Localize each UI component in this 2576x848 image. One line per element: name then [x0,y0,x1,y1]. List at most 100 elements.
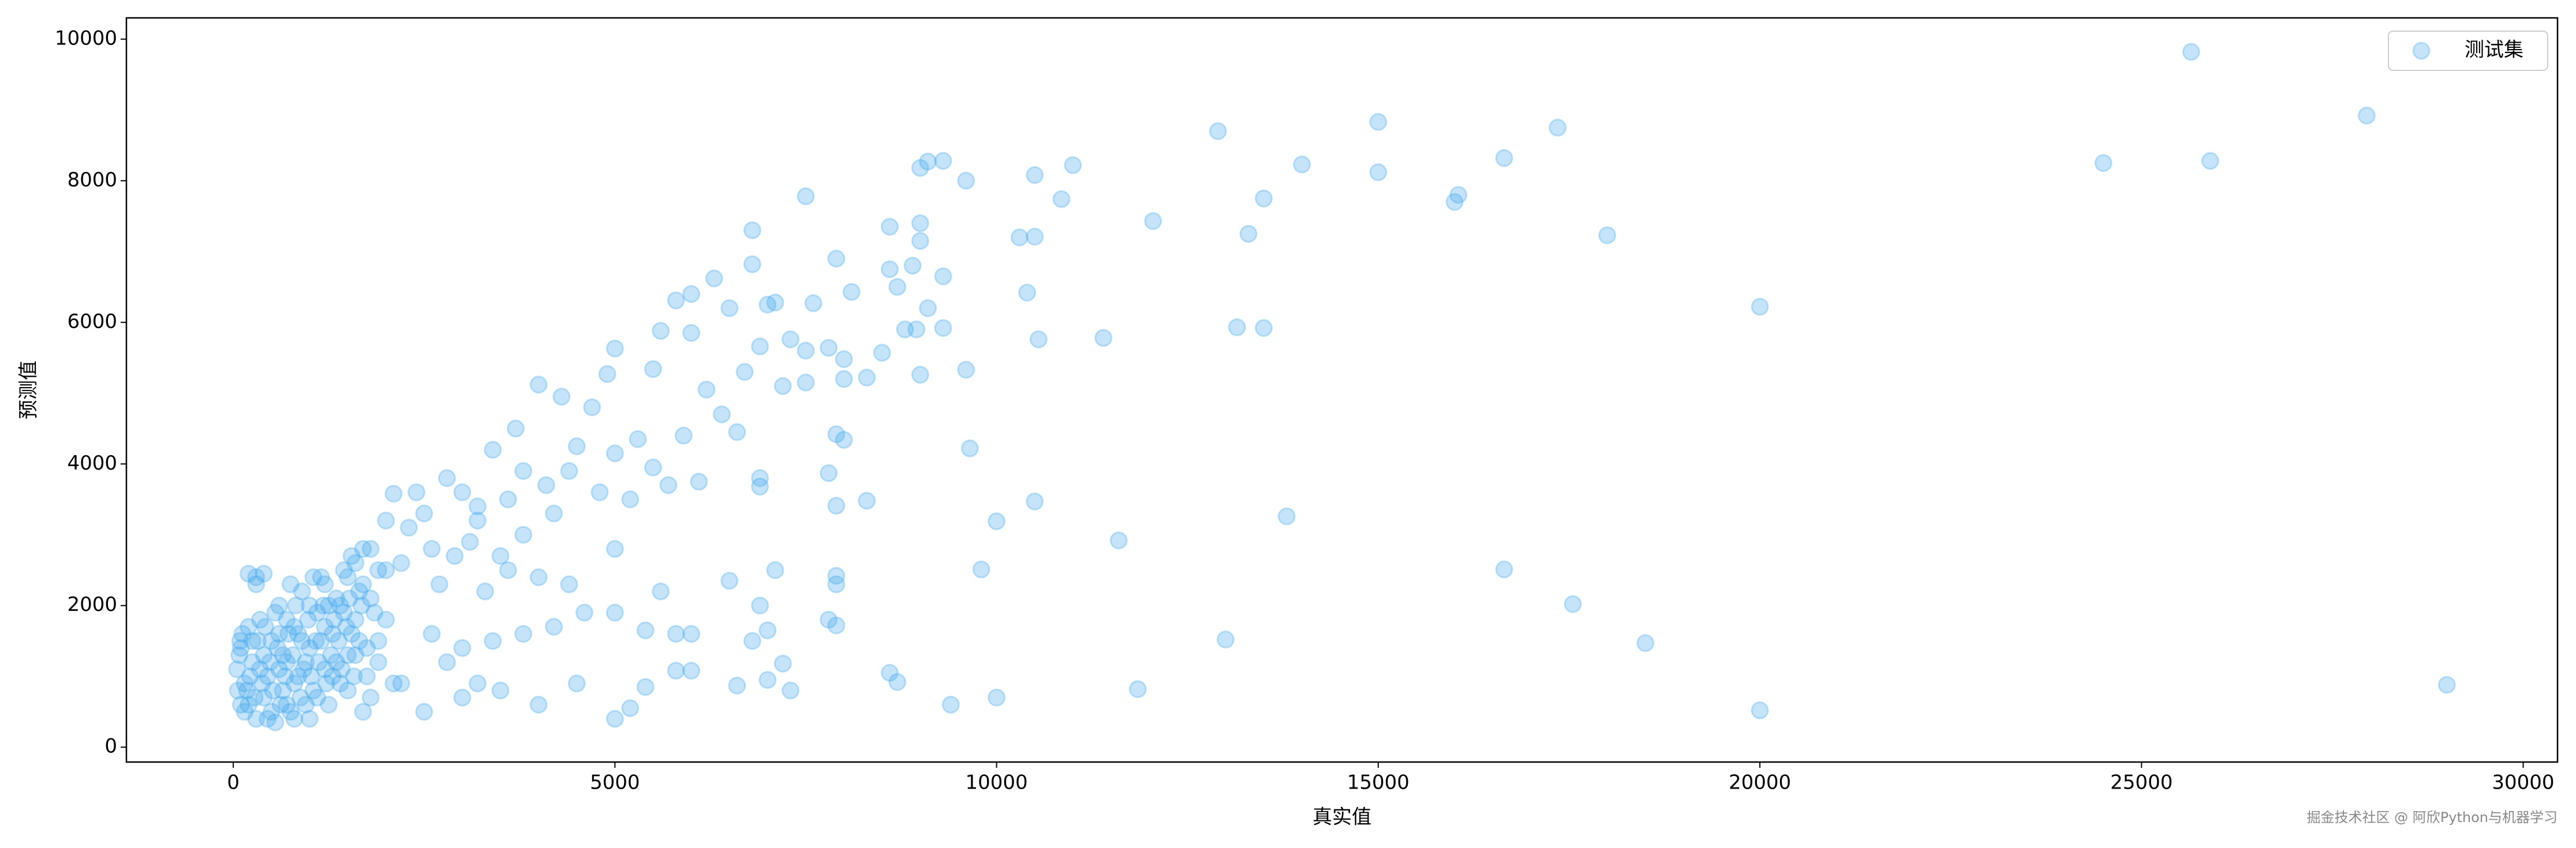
point [330,632,348,650]
point [560,575,578,594]
point [1636,634,1655,652]
point [316,575,334,594]
point [1449,186,1468,204]
point [240,565,258,583]
point [300,639,319,657]
point [690,472,708,491]
point [1109,531,1128,550]
point [247,710,266,728]
x-axis-label: 真实值 [1313,806,1371,829]
point [476,582,495,601]
point [728,423,746,441]
point [773,377,792,395]
point [529,568,548,587]
point [888,277,907,296]
point [743,632,761,650]
point [766,293,784,312]
point [583,398,601,417]
point [1064,156,1082,174]
point [287,596,305,615]
point [1254,319,1273,337]
point [251,660,269,678]
y-tick-label: 6000 [67,310,117,333]
point [335,603,353,622]
point [231,639,250,657]
point [797,373,815,392]
point [934,152,952,170]
point [659,476,678,494]
point [392,674,410,693]
point [2182,43,2200,61]
point [529,696,548,714]
point [453,639,472,657]
point [972,560,990,579]
point [605,710,624,728]
point [248,632,267,650]
point [423,625,441,643]
point [705,269,723,288]
point [1052,190,1071,208]
point [304,568,323,587]
point [319,596,338,615]
point [345,667,363,685]
y-tick-label: 4000 [67,452,117,475]
point [331,596,349,615]
point [758,621,777,640]
point [339,646,357,665]
point [529,376,548,394]
point [652,582,670,601]
point [285,710,304,728]
point [259,667,277,685]
point [323,625,342,643]
point [268,639,287,657]
legend-marker [2412,42,2431,60]
point [590,483,609,501]
point [299,610,317,629]
point [1254,189,1273,208]
point [1751,298,1769,316]
point [644,458,662,476]
point [988,688,1006,707]
point [667,625,685,643]
point [270,596,288,615]
point [235,674,254,693]
point [264,681,282,700]
point [377,561,395,579]
point [321,646,340,665]
point [827,566,846,585]
point [2201,152,2219,170]
point [291,688,310,707]
point [461,532,479,551]
x-tick-label: 10000 [966,771,1028,794]
point [1369,163,1388,182]
point [319,696,338,714]
point [919,299,937,317]
point [743,255,761,273]
point [300,596,319,615]
legend-label: 测试集 [2465,39,2523,62]
point [842,283,861,301]
point [820,610,838,629]
watermark: 掘金技术社区 @ 阿欣Python与机器学习 [2307,809,2558,826]
point [369,632,387,650]
point [880,217,899,236]
point [629,430,647,448]
point [652,322,670,340]
point [1010,228,1029,246]
point [835,431,853,449]
point [240,696,258,714]
point [233,625,252,643]
point [361,589,380,607]
point [354,575,372,594]
point [2357,106,2376,125]
point [743,221,761,239]
point [358,667,376,685]
point [274,646,292,665]
point [858,369,876,387]
point [325,610,343,629]
point [960,439,979,457]
point [499,561,517,579]
point [1751,701,1769,719]
point [605,339,624,358]
